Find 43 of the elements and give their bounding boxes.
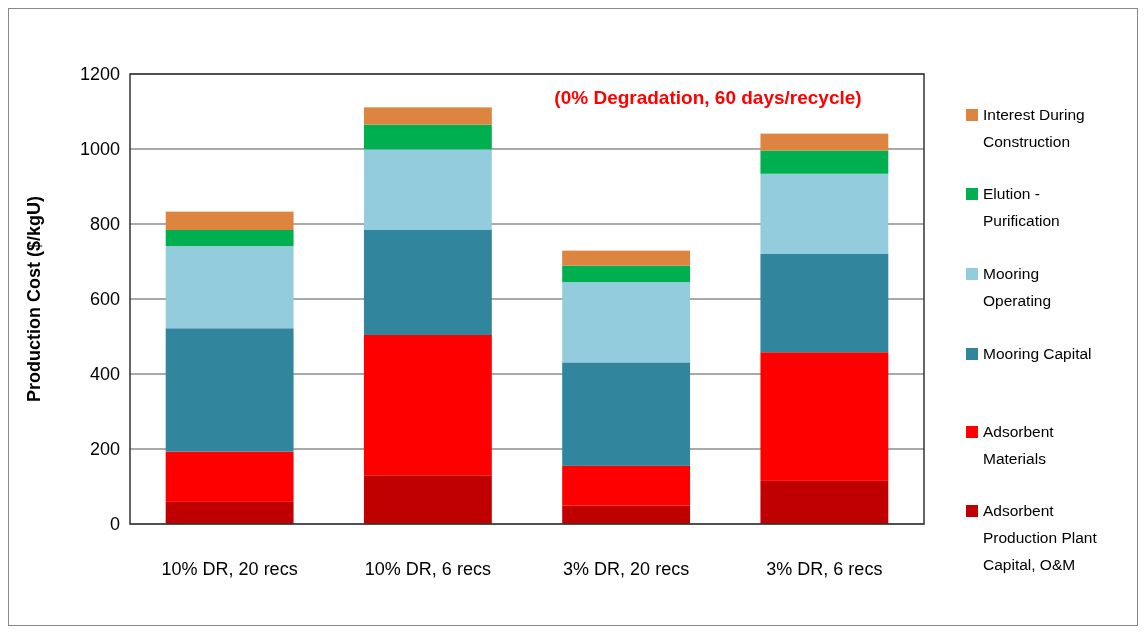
legend-label: Adsorbent Materials [983, 423, 1055, 468]
bar [165, 328, 294, 452]
bar [165, 211, 294, 230]
y-tick-label: 600 [89, 289, 120, 310]
y-tick-label: 400 [89, 364, 120, 385]
bar [562, 265, 691, 283]
y-tick-label: 1000 [79, 139, 120, 160]
legend-label: Mooring Operating [983, 265, 1052, 310]
bar [165, 230, 294, 247]
y-tick-label: 1200 [79, 64, 120, 85]
bar [562, 282, 691, 363]
bar [562, 362, 691, 466]
bar [165, 501, 294, 524]
y-tick-label: 800 [89, 214, 120, 235]
legend-label: Interest During Construction [983, 106, 1085, 151]
bar [760, 133, 889, 151]
y-axis-title: Production Cost ($/kgU) [24, 196, 44, 402]
y-tick-label: 0 [109, 514, 120, 535]
x-tick-label: 3% DR, 6 recs [766, 559, 883, 580]
bar [363, 149, 492, 230]
bar [760, 352, 889, 481]
x-tick-label: 10% DR, 6 recs [364, 559, 491, 580]
bar [760, 150, 889, 174]
bar [760, 254, 889, 353]
legend-label: Elution - Purification [983, 185, 1060, 230]
bar [760, 173, 889, 254]
bar [562, 250, 691, 266]
bar [562, 465, 691, 506]
legend-label: Adsorbent Production Plant Capital, O&M [983, 502, 1098, 574]
bar [760, 480, 889, 524]
y-tick-label: 200 [89, 439, 120, 460]
legend-label: Mooring Capital [983, 345, 1092, 363]
bar [165, 246, 294, 329]
x-tick-label: 3% DR, 20 recs [563, 559, 690, 580]
annotation: (0% Degradation, 60 days/recycle) [554, 87, 862, 108]
bar [363, 230, 492, 335]
bar [165, 451, 294, 502]
bar [363, 124, 492, 150]
bar [363, 335, 492, 476]
x-tick-label: 10% DR, 20 recs [161, 559, 298, 580]
bar [363, 107, 492, 125]
bar [562, 505, 691, 524]
bar [363, 475, 492, 524]
